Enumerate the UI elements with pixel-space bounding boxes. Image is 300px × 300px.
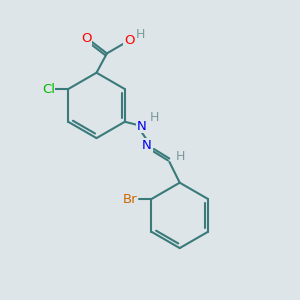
Text: Br: Br (122, 193, 137, 206)
Text: Cl: Cl (42, 82, 55, 96)
Text: H: H (136, 28, 145, 41)
Text: N: N (136, 120, 146, 133)
Text: O: O (81, 32, 91, 45)
Text: N: N (142, 139, 152, 152)
Text: H: H (150, 111, 159, 124)
Text: H: H (176, 150, 185, 163)
Text: O: O (124, 34, 134, 47)
